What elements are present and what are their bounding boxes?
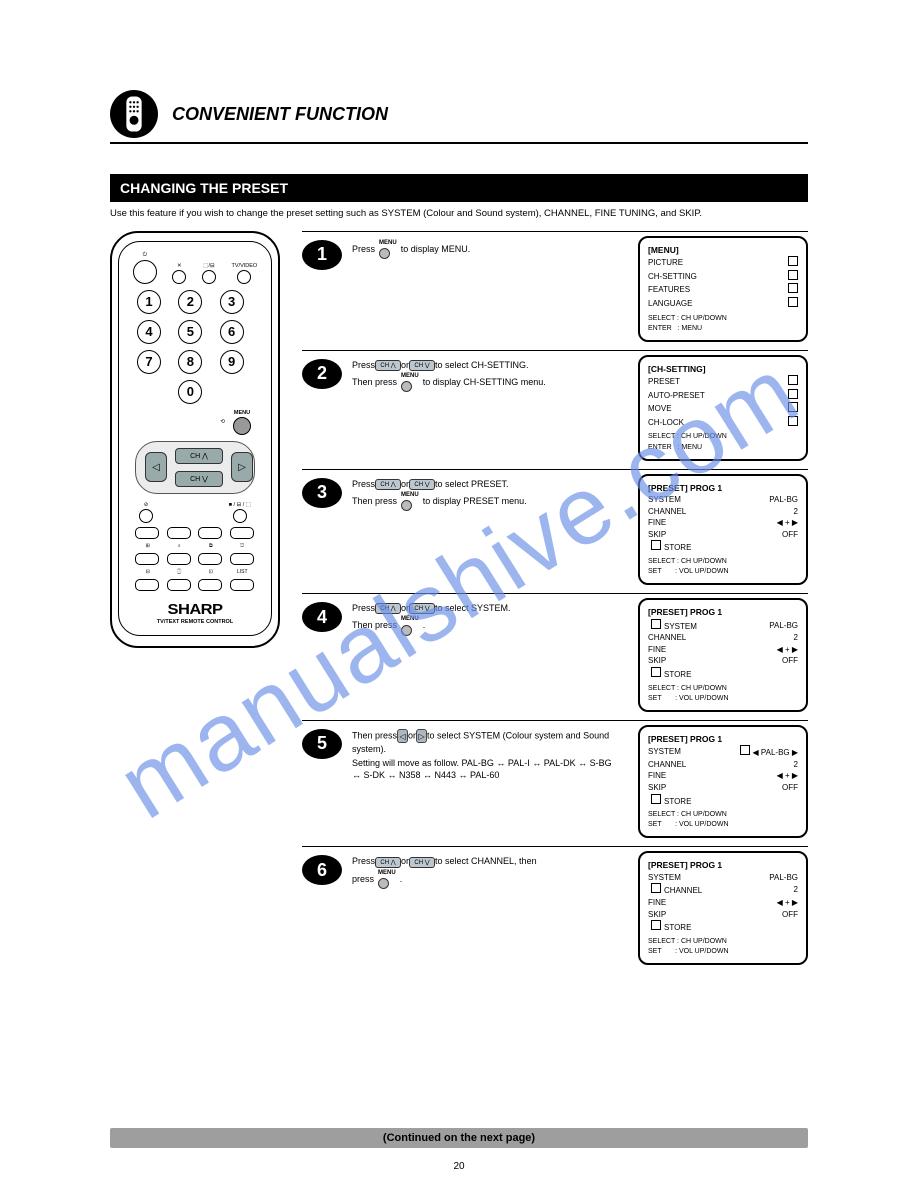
step-3: 3 PressCH ⋀orCH ⋁to select PRESET.Then pr… xyxy=(302,469,808,594)
step-number: 5 xyxy=(302,729,342,759)
mute-label: ✕ xyxy=(177,263,182,269)
step-screen: [CH-SETTING]PRESETAUTO-PRESETMOVECH-LOCK… xyxy=(638,355,808,461)
txt-r1c3 xyxy=(198,527,222,539)
mode-label: ■ / ⊟ / ⬚ xyxy=(229,502,251,508)
step-screen: [PRESET] PROG 1SYSTEMPAL-BGCHANNEL 2FINE… xyxy=(638,851,808,965)
remote-illustration: ⏻ ✕ ⬚/⊟ TV/VIDEO 1 2 3 4 5 6 7 8 9 xyxy=(110,231,280,648)
menu-label: MENU xyxy=(234,410,250,416)
step-5: 5 Then press◁or▷to select SYSTEM (Colour … xyxy=(302,720,808,847)
flashback-label: ⟲ xyxy=(220,419,225,425)
txt-r3c3 xyxy=(198,579,222,591)
steps-column: 1 PressMENUto display MENU.[MENU]PICTUREC… xyxy=(302,231,808,973)
display-button xyxy=(202,270,216,284)
title-rule xyxy=(110,142,808,144)
num-7: 7 xyxy=(137,350,161,374)
txt-r3c1 xyxy=(135,579,159,591)
menu-button-on-remote xyxy=(233,417,251,435)
sleep-button xyxy=(139,509,153,523)
txt-r2c4 xyxy=(230,553,254,565)
txt-l6: ⌚ xyxy=(167,569,193,575)
num-5: 5 xyxy=(178,320,202,344)
txt-l5: ⊟ xyxy=(135,569,161,575)
txt-r2c2 xyxy=(167,553,191,565)
power-button xyxy=(133,260,157,284)
step-body: Then press◁or▷to select SYSTEM (Colour s… xyxy=(352,725,628,839)
txt-l7: ⊡ xyxy=(198,569,224,575)
brand-logo: SHARP xyxy=(167,601,222,618)
page-content: CONVENIENT FUNCTION CHANGING THE PRESET … xyxy=(0,0,918,973)
mode-button xyxy=(233,509,247,523)
step-body: PressMENUto display MENU. xyxy=(352,236,628,342)
tvvideo-button xyxy=(237,270,251,284)
vol-up-button: ▷ xyxy=(231,452,253,482)
number-pad: 1 2 3 4 5 6 7 8 9 0 xyxy=(125,288,265,406)
mute-button xyxy=(172,270,186,284)
step-body: PressCH ⋀orCH ⋁to select CHANNEL, thenpr… xyxy=(352,851,628,965)
step-body: PressCH ⋀orCH ⋁to select SYSTEM.Then pre… xyxy=(352,598,628,712)
txt-l4: ⎋ xyxy=(230,543,256,549)
step-number: 2 xyxy=(302,359,342,389)
tvvideo-label: TV/VIDEO xyxy=(232,263,258,269)
txt-l1: ⊞ xyxy=(135,543,161,549)
step-number: 6 xyxy=(302,855,342,885)
page-number: 20 xyxy=(0,1161,918,1172)
ch-up-button: CH ⋀ xyxy=(175,448,223,464)
txt-l3: ⧉ xyxy=(198,543,224,549)
section-heading: CHANGING THE PRESET xyxy=(110,174,808,202)
txt-r2c3 xyxy=(198,553,222,565)
teletext-grid: ⊞ ⌕ ⧉ ⎋ ⊟ ⌚ ⊡ LIST xyxy=(125,525,265,593)
power-label: ⏻ xyxy=(143,252,147,259)
brand-subtitle: TV/TEXT REMOTE CONTROL xyxy=(133,619,257,625)
step-number: 3 xyxy=(302,478,342,508)
step-screen: [PRESET] PROG 1SYSTEMPAL-BGCHANNEL 2FINE… xyxy=(638,598,808,712)
num-3: 3 xyxy=(220,290,244,314)
sleep-label: ⊘ xyxy=(144,502,149,508)
step-1: 1 PressMENUto display MENU.[MENU]PICTUREC… xyxy=(302,231,808,350)
remote-column: ⏻ ✕ ⬚/⊟ TV/VIDEO 1 2 3 4 5 6 7 8 9 xyxy=(110,231,280,648)
step-screen: [PRESET] PROG 1SYSTEMPAL-BGCHANNEL 2FINE… xyxy=(638,474,808,586)
step-4: 4 PressCH ⋀orCH ⋁to select SYSTEM.Then pr… xyxy=(302,593,808,720)
num-9: 9 xyxy=(220,350,244,374)
num-0: 0 xyxy=(178,380,202,404)
remote-mini-icon xyxy=(125,96,143,132)
vol-down-button: ◁ xyxy=(145,452,167,482)
remote-icon-badge xyxy=(110,90,158,138)
ch-down-button: CH ⋁ xyxy=(175,471,223,487)
txt-r3c4 xyxy=(230,579,254,591)
continued-footer: (Continued on the next page) xyxy=(110,1128,808,1148)
page-title: CONVENIENT FUNCTION xyxy=(172,104,388,125)
brand-box: SHARP TV/TEXT REMOTE CONTROL xyxy=(133,599,257,627)
step-screen: [MENU]PICTURECH-SETTINGFEATURESLANGUAGES… xyxy=(638,236,808,342)
num-6: 6 xyxy=(220,320,244,344)
num-2: 2 xyxy=(178,290,202,314)
txt-r1c1 xyxy=(135,527,159,539)
num-4: 4 xyxy=(137,320,161,344)
txt-l8: LIST xyxy=(230,569,256,575)
content-columns: ⏻ ✕ ⬚/⊟ TV/VIDEO 1 2 3 4 5 6 7 8 9 xyxy=(110,231,808,973)
txt-l2: ⌕ xyxy=(167,543,193,549)
step-number: 1 xyxy=(302,240,342,270)
txt-r1c4 xyxy=(230,527,254,539)
header-row: CONVENIENT FUNCTION xyxy=(110,90,808,138)
txt-r3c2 xyxy=(167,579,191,591)
step-body: PressCH ⋀orCH ⋁to select CH-SETTING.Then… xyxy=(352,355,628,461)
step-number: 4 xyxy=(302,602,342,632)
step-screen: [PRESET] PROG 1SYSTEM◀ PAL-BG ▶CHANNEL 2… xyxy=(638,725,808,839)
txt-r2c1 xyxy=(135,553,159,565)
step-body: PressCH ⋀orCH ⋁to select PRESET.Then pre… xyxy=(352,474,628,586)
num-8: 8 xyxy=(178,350,202,374)
step-2: 2 PressCH ⋀orCH ⋁to select CH-SETTING.The… xyxy=(302,350,808,469)
display-label: ⬚/⊟ xyxy=(203,263,214,269)
num-1: 1 xyxy=(137,290,161,314)
txt-r1c2 xyxy=(167,527,191,539)
intro-text: Use this feature if you wish to change t… xyxy=(110,208,808,221)
step-6: 6 PressCH ⋀orCH ⋁to select CHANNEL, thenp… xyxy=(302,846,808,973)
nav-pod: ◁ CH ⋀ ▷ CH ⋁ xyxy=(135,441,255,494)
